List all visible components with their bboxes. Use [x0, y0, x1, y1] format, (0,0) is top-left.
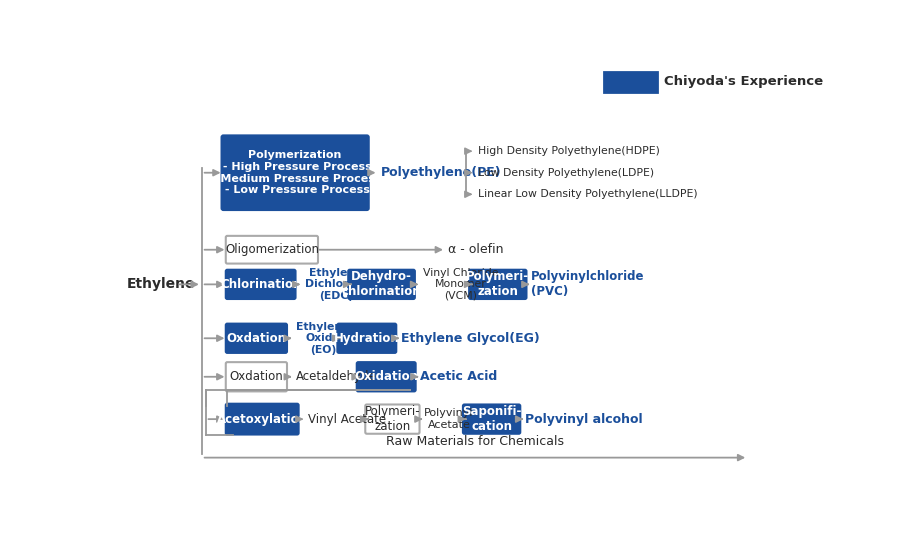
- FancyBboxPatch shape: [469, 270, 526, 299]
- Text: Linear Low Density Polyethylene(LLDPE): Linear Low Density Polyethylene(LLDPE): [478, 189, 697, 199]
- Text: Vinyl Acetate: Vinyl Acetate: [308, 413, 386, 426]
- Text: Oxdation: Oxdation: [230, 370, 283, 383]
- Text: Polymerization
 - High Pressure Process
 - Medium Pressure Process
 - Low Pressu: Polymerization - High Pressure Process -…: [208, 150, 382, 195]
- Text: Raw Materials for Chemicals: Raw Materials for Chemicals: [386, 434, 564, 447]
- FancyBboxPatch shape: [226, 404, 298, 434]
- Text: Ethylene: Ethylene: [126, 278, 196, 292]
- Text: Acetic Acid: Acetic Acid: [420, 370, 497, 383]
- Text: Chiyoda's Experience: Chiyoda's Experience: [664, 75, 824, 88]
- Text: Oligomerization: Oligomerization: [225, 243, 319, 256]
- FancyBboxPatch shape: [337, 324, 396, 353]
- FancyBboxPatch shape: [226, 236, 318, 263]
- FancyBboxPatch shape: [604, 72, 657, 92]
- Text: Hydration: Hydration: [334, 332, 400, 345]
- Text: α - olefin: α - olefin: [448, 243, 504, 256]
- Text: Ethylene Glycol(EG): Ethylene Glycol(EG): [401, 332, 540, 345]
- Text: Ethylene
Dichloride
(EDC): Ethylene Dichloride (EDC): [305, 268, 367, 301]
- Text: Polymeri-
zation: Polymeri- zation: [466, 270, 530, 299]
- FancyBboxPatch shape: [348, 270, 414, 299]
- Text: Ethylene
Oxide
(EO): Ethylene Oxide (EO): [296, 322, 350, 355]
- Text: Polyvinyl
Acetate: Polyvinyl Acetate: [424, 408, 474, 430]
- Text: Vinyl Chloride
Monomer
(VCM): Vinyl Chloride Monomer (VCM): [423, 268, 498, 301]
- Text: Acetoxylation: Acetoxylation: [217, 413, 308, 426]
- FancyBboxPatch shape: [226, 324, 287, 353]
- FancyBboxPatch shape: [226, 362, 287, 391]
- FancyBboxPatch shape: [463, 405, 520, 434]
- Text: Polyvinyl alcohol: Polyvinyl alcohol: [525, 413, 642, 426]
- Text: Polyvinylchloride
(PVC): Polyvinylchloride (PVC): [531, 270, 644, 299]
- Text: Oxdation: Oxdation: [226, 332, 287, 345]
- Text: Chlorination: Chlorination: [220, 278, 301, 291]
- Text: Polyethylene(PE): Polyethylene(PE): [381, 166, 501, 179]
- FancyBboxPatch shape: [365, 405, 420, 434]
- FancyBboxPatch shape: [226, 270, 296, 299]
- Text: Oxidation: Oxidation: [354, 370, 418, 383]
- Text: High Density Polyethylene(HDPE): High Density Polyethylene(HDPE): [478, 146, 660, 156]
- Text: Acetaldehyde: Acetaldehyde: [296, 370, 377, 383]
- FancyBboxPatch shape: [222, 136, 369, 210]
- Text: Low Density Polyethylene(LDPE): Low Density Polyethylene(LDPE): [478, 168, 654, 178]
- FancyBboxPatch shape: [357, 362, 415, 391]
- Text: Saponifi-
cation: Saponifi- cation: [462, 405, 522, 433]
- Text: Polymeri-
zation: Polymeri- zation: [365, 405, 420, 433]
- Text: Dehydro-
chlorination: Dehydro- chlorination: [341, 270, 422, 299]
